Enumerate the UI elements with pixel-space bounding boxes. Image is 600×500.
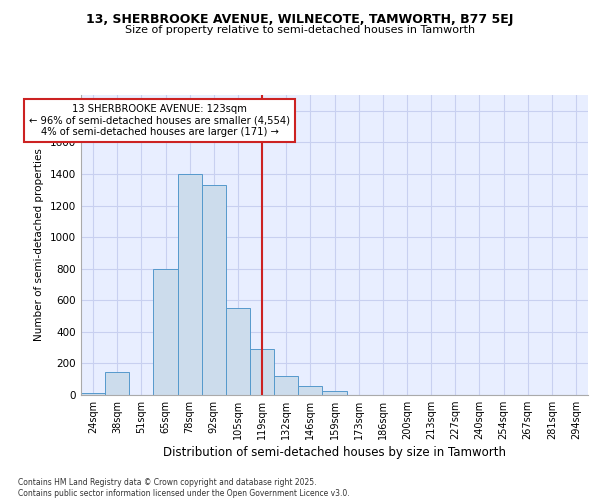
Bar [202, 185, 226, 395]
Text: 13 SHERBROOKE AVENUE: 123sqm
← 96% of semi-detached houses are smaller (4,554)
4: 13 SHERBROOKE AVENUE: 123sqm ← 96% of se… [29, 104, 290, 137]
Text: 13, SHERBROOKE AVENUE, WILNECOTE, TAMWORTH, B77 5EJ: 13, SHERBROOKE AVENUE, WILNECOTE, TAMWOR… [86, 12, 514, 26]
Bar [322, 391, 347, 395]
Bar [178, 174, 202, 395]
Bar [274, 376, 298, 395]
Text: Contains HM Land Registry data © Crown copyright and database right 2025.
Contai: Contains HM Land Registry data © Crown c… [18, 478, 350, 498]
X-axis label: Distribution of semi-detached houses by size in Tamworth: Distribution of semi-detached houses by … [163, 446, 506, 460]
Bar [226, 308, 250, 395]
Text: Size of property relative to semi-detached houses in Tamworth: Size of property relative to semi-detach… [125, 25, 475, 35]
Y-axis label: Number of semi-detached properties: Number of semi-detached properties [34, 148, 44, 342]
Bar [154, 268, 178, 395]
Bar [250, 349, 274, 395]
Bar [81, 394, 105, 395]
Bar [105, 372, 129, 395]
Bar [298, 386, 322, 395]
